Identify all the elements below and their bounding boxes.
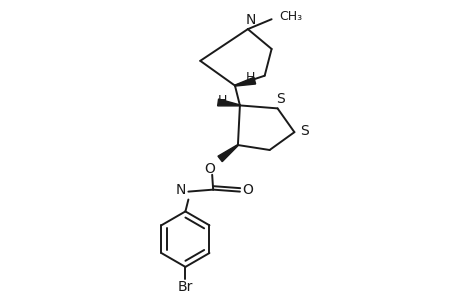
Polygon shape [217,99,240,106]
Text: O: O [242,183,253,196]
Text: H: H [217,94,226,107]
Polygon shape [235,77,255,86]
Text: O: O [204,162,215,176]
Text: Br: Br [177,280,193,294]
Text: S: S [299,124,308,138]
Text: N: N [175,183,185,196]
Text: S: S [275,92,284,106]
Polygon shape [218,145,238,162]
Text: N: N [245,13,256,27]
Text: CH₃: CH₃ [279,10,302,23]
Text: H: H [246,71,255,84]
